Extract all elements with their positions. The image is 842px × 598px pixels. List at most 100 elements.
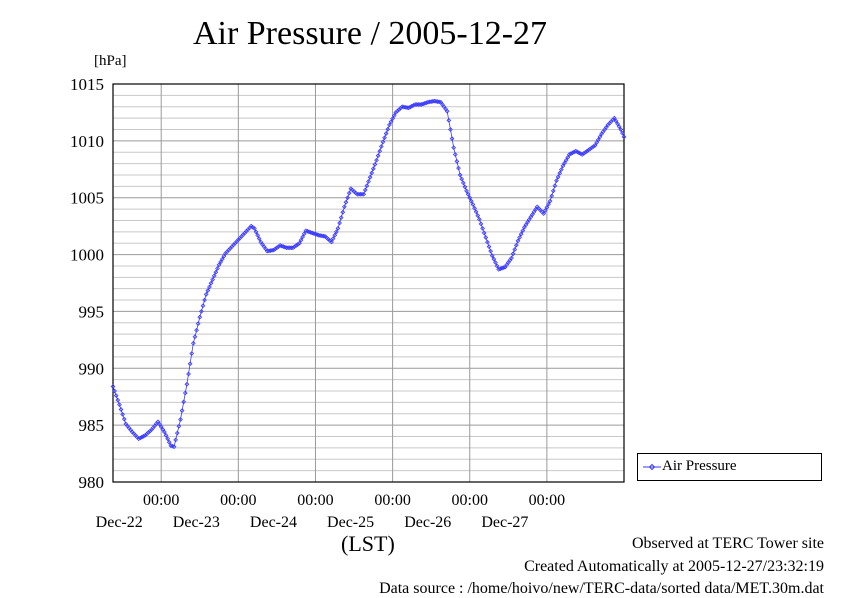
data-point (387, 122, 392, 128)
data-point (190, 340, 196, 346)
data-point (497, 266, 503, 272)
data-point (562, 160, 567, 166)
legend: Air Pressure (637, 453, 822, 481)
data-point (208, 280, 214, 286)
data-point (374, 157, 379, 163)
data-point (382, 135, 387, 141)
data-point (210, 277, 215, 282)
data-point (454, 158, 460, 164)
series-line (112, 100, 625, 448)
data-point (412, 102, 418, 107)
data-point (383, 131, 389, 136)
data-point (398, 105, 404, 111)
data-point (550, 188, 556, 194)
data-point (145, 430, 151, 435)
data-point (446, 118, 452, 123)
data-point (346, 190, 352, 196)
data-point (333, 229, 339, 235)
data-point (378, 144, 384, 149)
data-point (452, 152, 458, 157)
data-point (467, 195, 473, 201)
data-point (409, 103, 415, 109)
data-point (611, 115, 617, 121)
data-point (269, 247, 275, 253)
data-point (178, 417, 183, 422)
data-point (465, 191, 471, 197)
data-point (136, 436, 142, 442)
data-point (186, 371, 191, 377)
data-point (420, 101, 426, 107)
data-point (139, 434, 145, 440)
data-point (395, 108, 400, 114)
data-point (449, 136, 455, 141)
data-point (494, 263, 500, 269)
data-point (415, 102, 421, 107)
data-point (489, 253, 495, 259)
data-point (448, 127, 453, 132)
data-point (520, 228, 526, 234)
legend-label: Air Pressure (662, 458, 737, 474)
data-point (176, 423, 182, 429)
data-point (618, 127, 624, 132)
x-axis-label: (LST) (341, 531, 395, 556)
data-point (182, 390, 188, 396)
data-point (189, 351, 195, 356)
data-point (202, 297, 207, 303)
data-point (568, 151, 574, 157)
data-point (272, 246, 278, 252)
y-axis-unit: [hPa] (94, 53, 127, 69)
data-point (486, 244, 492, 249)
data-point (456, 165, 461, 171)
data-point (284, 245, 289, 251)
data-point (218, 259, 224, 265)
x-tick-date-label: Dec-27 (481, 514, 528, 531)
x-tick-date-label: Dec-23 (173, 514, 220, 531)
data-point (194, 327, 199, 333)
data-point (301, 231, 307, 237)
data-point (199, 309, 204, 314)
data-point (364, 183, 370, 189)
data-point (221, 253, 227, 259)
data-point (343, 199, 349, 205)
data-point (162, 429, 167, 435)
data-point (560, 163, 566, 169)
data-point (493, 260, 498, 265)
data-point (121, 416, 127, 422)
data-point (589, 145, 595, 151)
data-point (470, 202, 476, 207)
data-point (361, 191, 367, 197)
data-point (473, 209, 479, 215)
data-point (616, 124, 622, 130)
data-point (542, 208, 548, 213)
data-point (587, 146, 593, 152)
data-point (292, 244, 297, 249)
x-tick-date-label: Dec-26 (404, 514, 451, 531)
data-point (137, 435, 143, 441)
data-point (298, 237, 304, 243)
y-tick-label: 1015 (70, 75, 104, 94)
data-point (579, 152, 585, 157)
data-point (253, 229, 259, 235)
data-point (388, 119, 394, 125)
y-tick-label: 995 (79, 302, 105, 321)
data-point (419, 102, 424, 107)
data-point (518, 231, 524, 237)
data-point (213, 269, 219, 275)
data-point (615, 121, 620, 127)
data-point (544, 205, 550, 210)
data-point (444, 108, 450, 114)
data-point (293, 243, 299, 248)
data-point (570, 150, 575, 156)
data-point (345, 195, 350, 201)
footer-created: Created Automatically at 2005-12-27/23:3… (524, 558, 824, 575)
data-point (566, 152, 572, 157)
data-point (144, 431, 150, 437)
legend-marker-icon (643, 463, 661, 471)
data-point (481, 230, 487, 236)
data-point (142, 433, 148, 438)
data-point (219, 256, 225, 262)
data-point (451, 145, 457, 151)
data-point (187, 361, 193, 367)
data-point (414, 102, 420, 107)
